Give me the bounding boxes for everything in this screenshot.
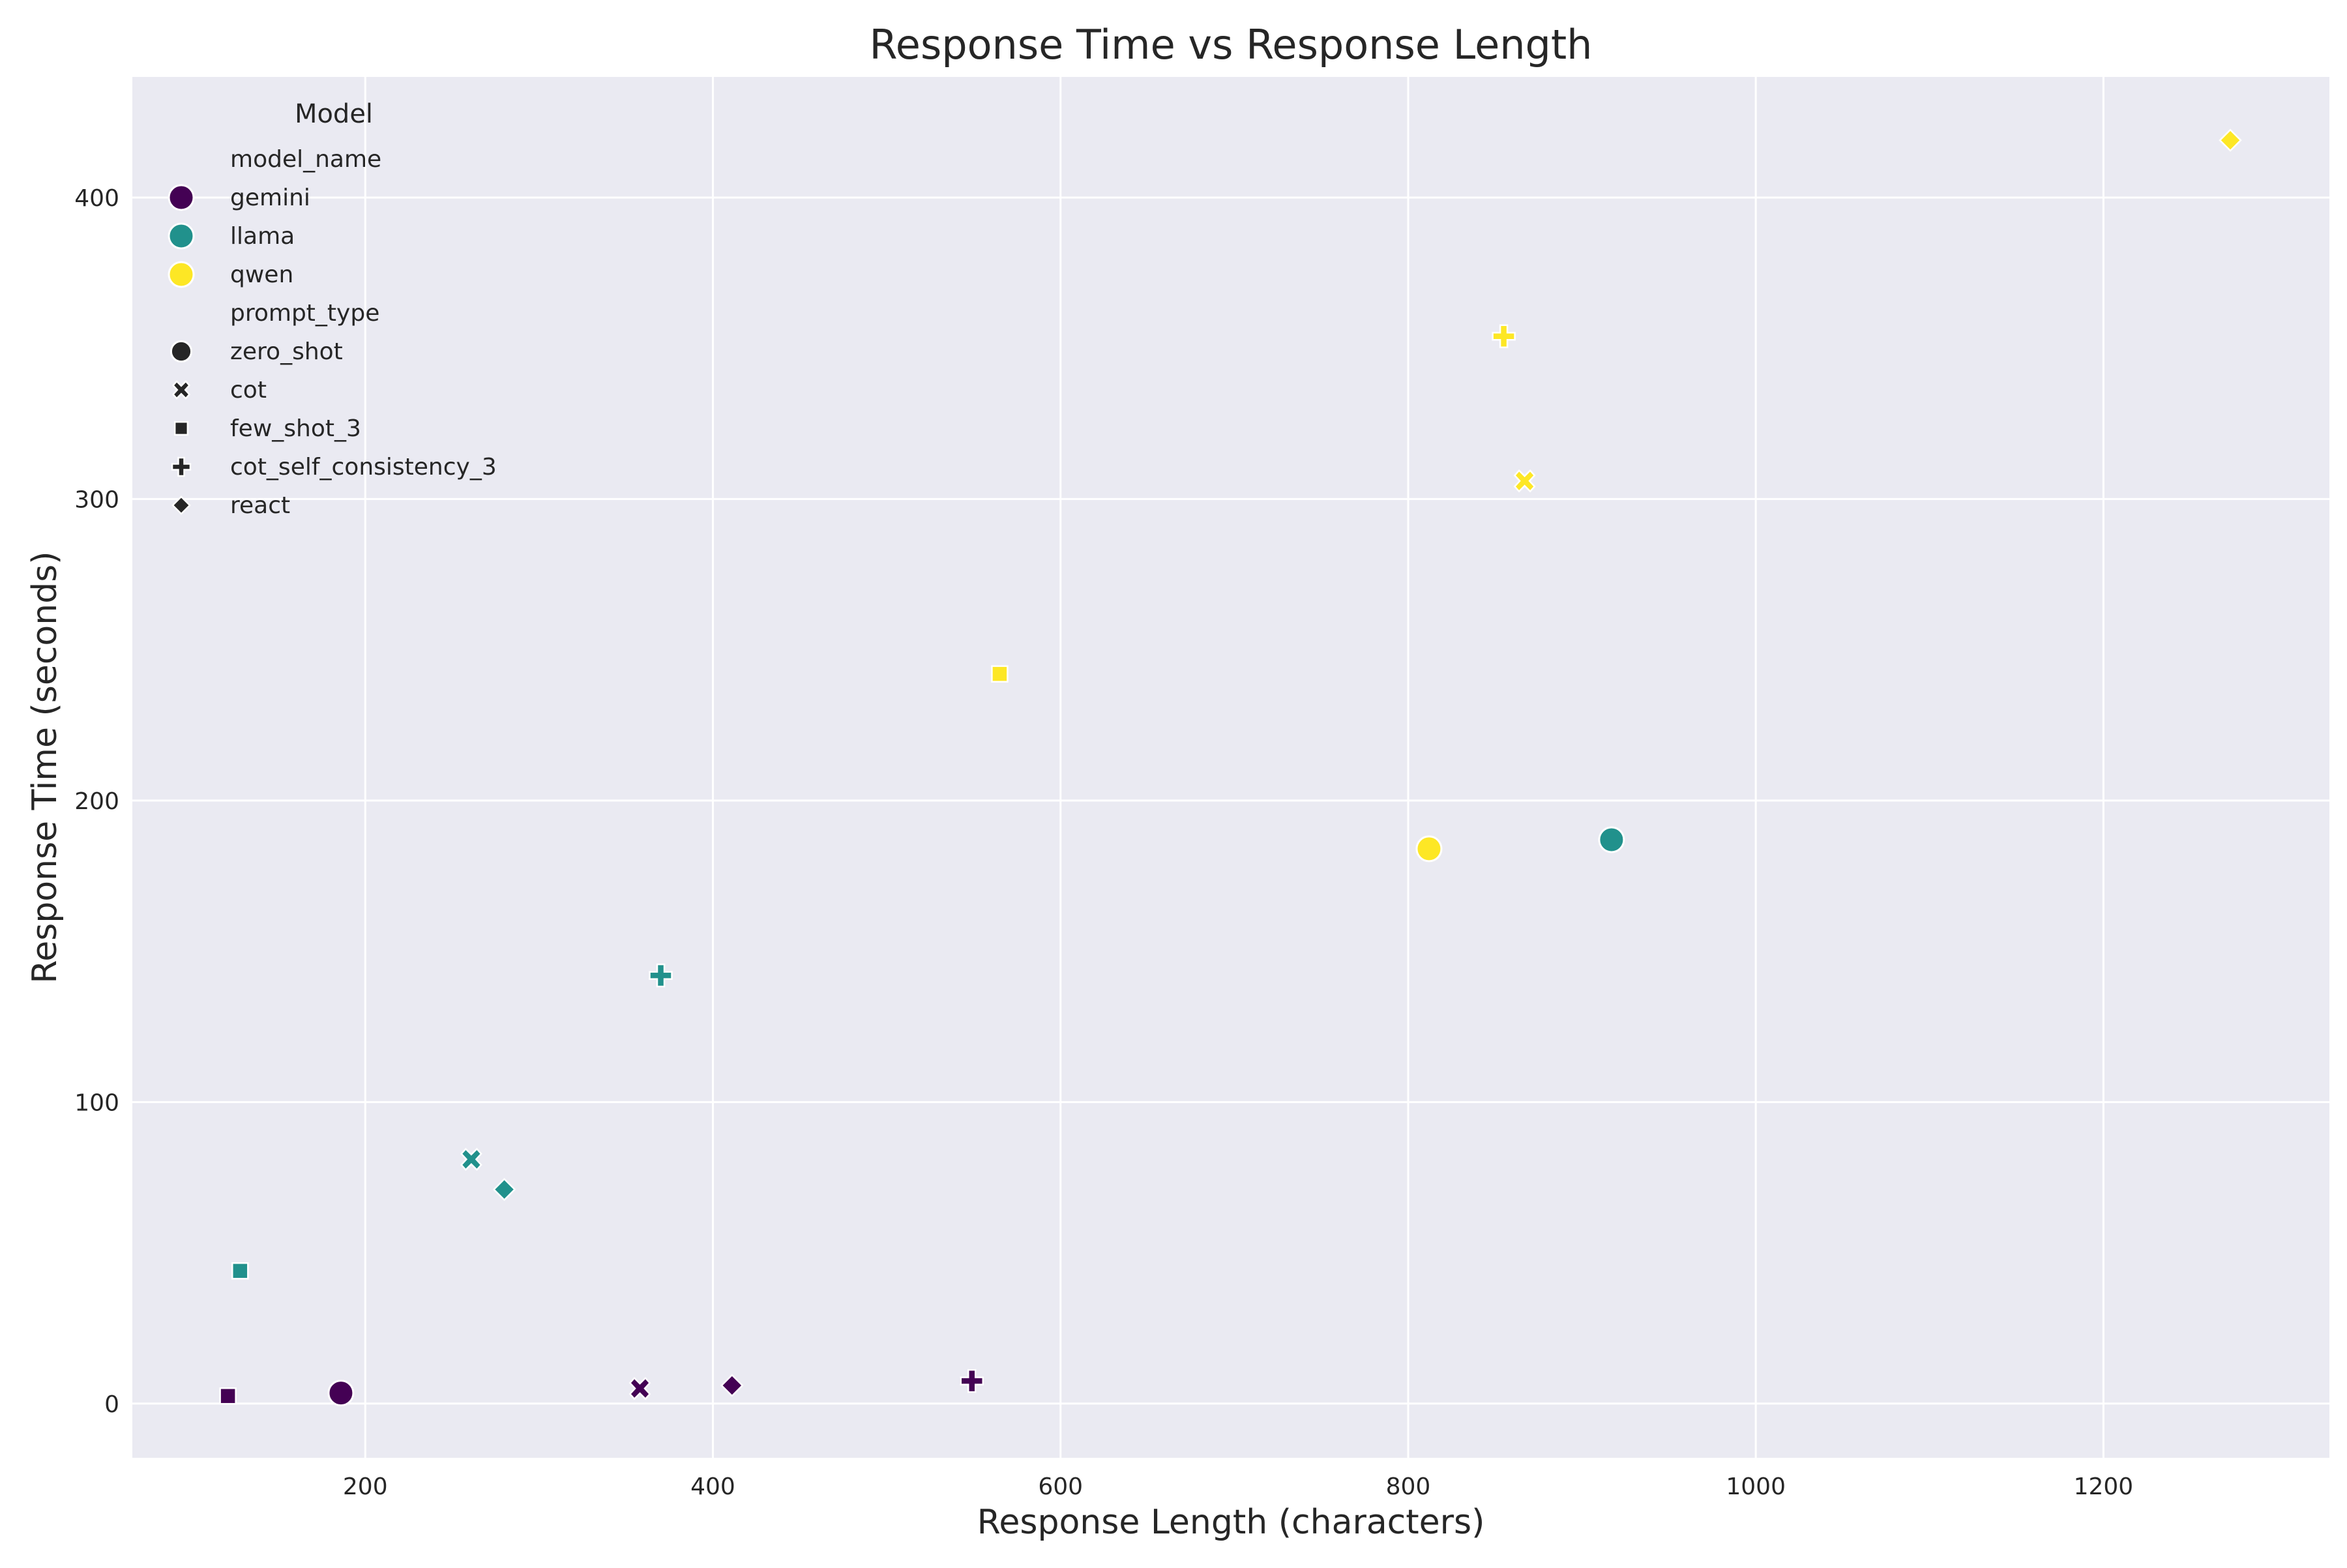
legend-marker-llama [168, 222, 195, 250]
chart-title: Response Time vs Response Length [870, 21, 1593, 68]
data-point-llama-cot [460, 1147, 482, 1171]
legend-marker-react [171, 496, 191, 515]
legend-marker-qwen [168, 261, 195, 288]
legend-style-header: prompt_type [230, 300, 379, 327]
axis-ticks: 200 400 600 800 1000 1200 0 100 200 300 400 [74, 185, 2133, 1500]
data-point-gemini-few_shot_3 [219, 1387, 237, 1405]
legend-label-react: react [230, 492, 290, 519]
legend-marker-cot [171, 380, 191, 400]
legend-hue-header: model_name [230, 146, 381, 173]
y-tick-label: 100 [74, 1089, 119, 1116]
data-point-qwen-cot [1513, 469, 1536, 493]
legend-label-cot: cot [230, 377, 267, 404]
legend-label-few_shot_3: few_shot_3 [230, 415, 361, 442]
data-point-gemini-cot [628, 1376, 651, 1400]
x-axis-label: Response Length (characters) [977, 1503, 1485, 1542]
data-point-llama-react [492, 1177, 516, 1202]
legend-label-zero_shot: zero_shot [230, 338, 343, 365]
y-tick-label: 300 [74, 486, 119, 513]
legend-label-qwen: qwen [230, 261, 293, 288]
legend-marker-gemini [168, 184, 195, 211]
legend-label-gemini: gemini [230, 185, 310, 211]
legend-title: Model [295, 99, 373, 129]
data-point-gemini-cot_self_consistency_3 [960, 1368, 984, 1393]
x-tick-label: 1000 [1726, 1473, 1786, 1500]
grid-lines [132, 77, 2329, 1458]
legend-label-llama: llama [230, 223, 295, 250]
y-tick-label: 0 [104, 1391, 119, 1418]
data-point-gemini-react [720, 1374, 744, 1397]
data-point-qwen-few_shot_3 [991, 665, 1009, 683]
y-tick-label: 200 [74, 788, 119, 815]
data-point-gemini-zero_shot [327, 1380, 355, 1407]
data-points [219, 128, 2242, 1407]
legend-marker-zero_shot [170, 340, 193, 363]
y-axis-label: Response Time (seconds) [25, 551, 65, 983]
data-point-llama-few_shot_3 [231, 1262, 249, 1280]
legend-label-cot_self_consistency_3: cot_self_consistency_3 [230, 454, 497, 481]
x-tick-label: 200 [343, 1473, 388, 1500]
data-point-qwen-zero_shot [1415, 835, 1443, 863]
x-tick-label: 1200 [2074, 1473, 2134, 1500]
x-tick-label: 800 [1386, 1473, 1431, 1500]
x-tick-label: 400 [690, 1473, 735, 1500]
y-tick-label: 400 [74, 185, 119, 212]
data-point-qwen-cot_self_consistency_3 [1492, 324, 1516, 348]
legend-marker-cot_self_consistency_3 [171, 456, 192, 477]
data-point-llama-cot_self_consistency_3 [649, 963, 673, 988]
data-point-qwen-react [2219, 128, 2242, 152]
data-point-llama-zero_shot [1598, 826, 1625, 853]
x-tick-label: 600 [1038, 1473, 1083, 1500]
legend-marker-few_shot_3 [173, 421, 189, 436]
plot-area [132, 77, 2329, 1458]
